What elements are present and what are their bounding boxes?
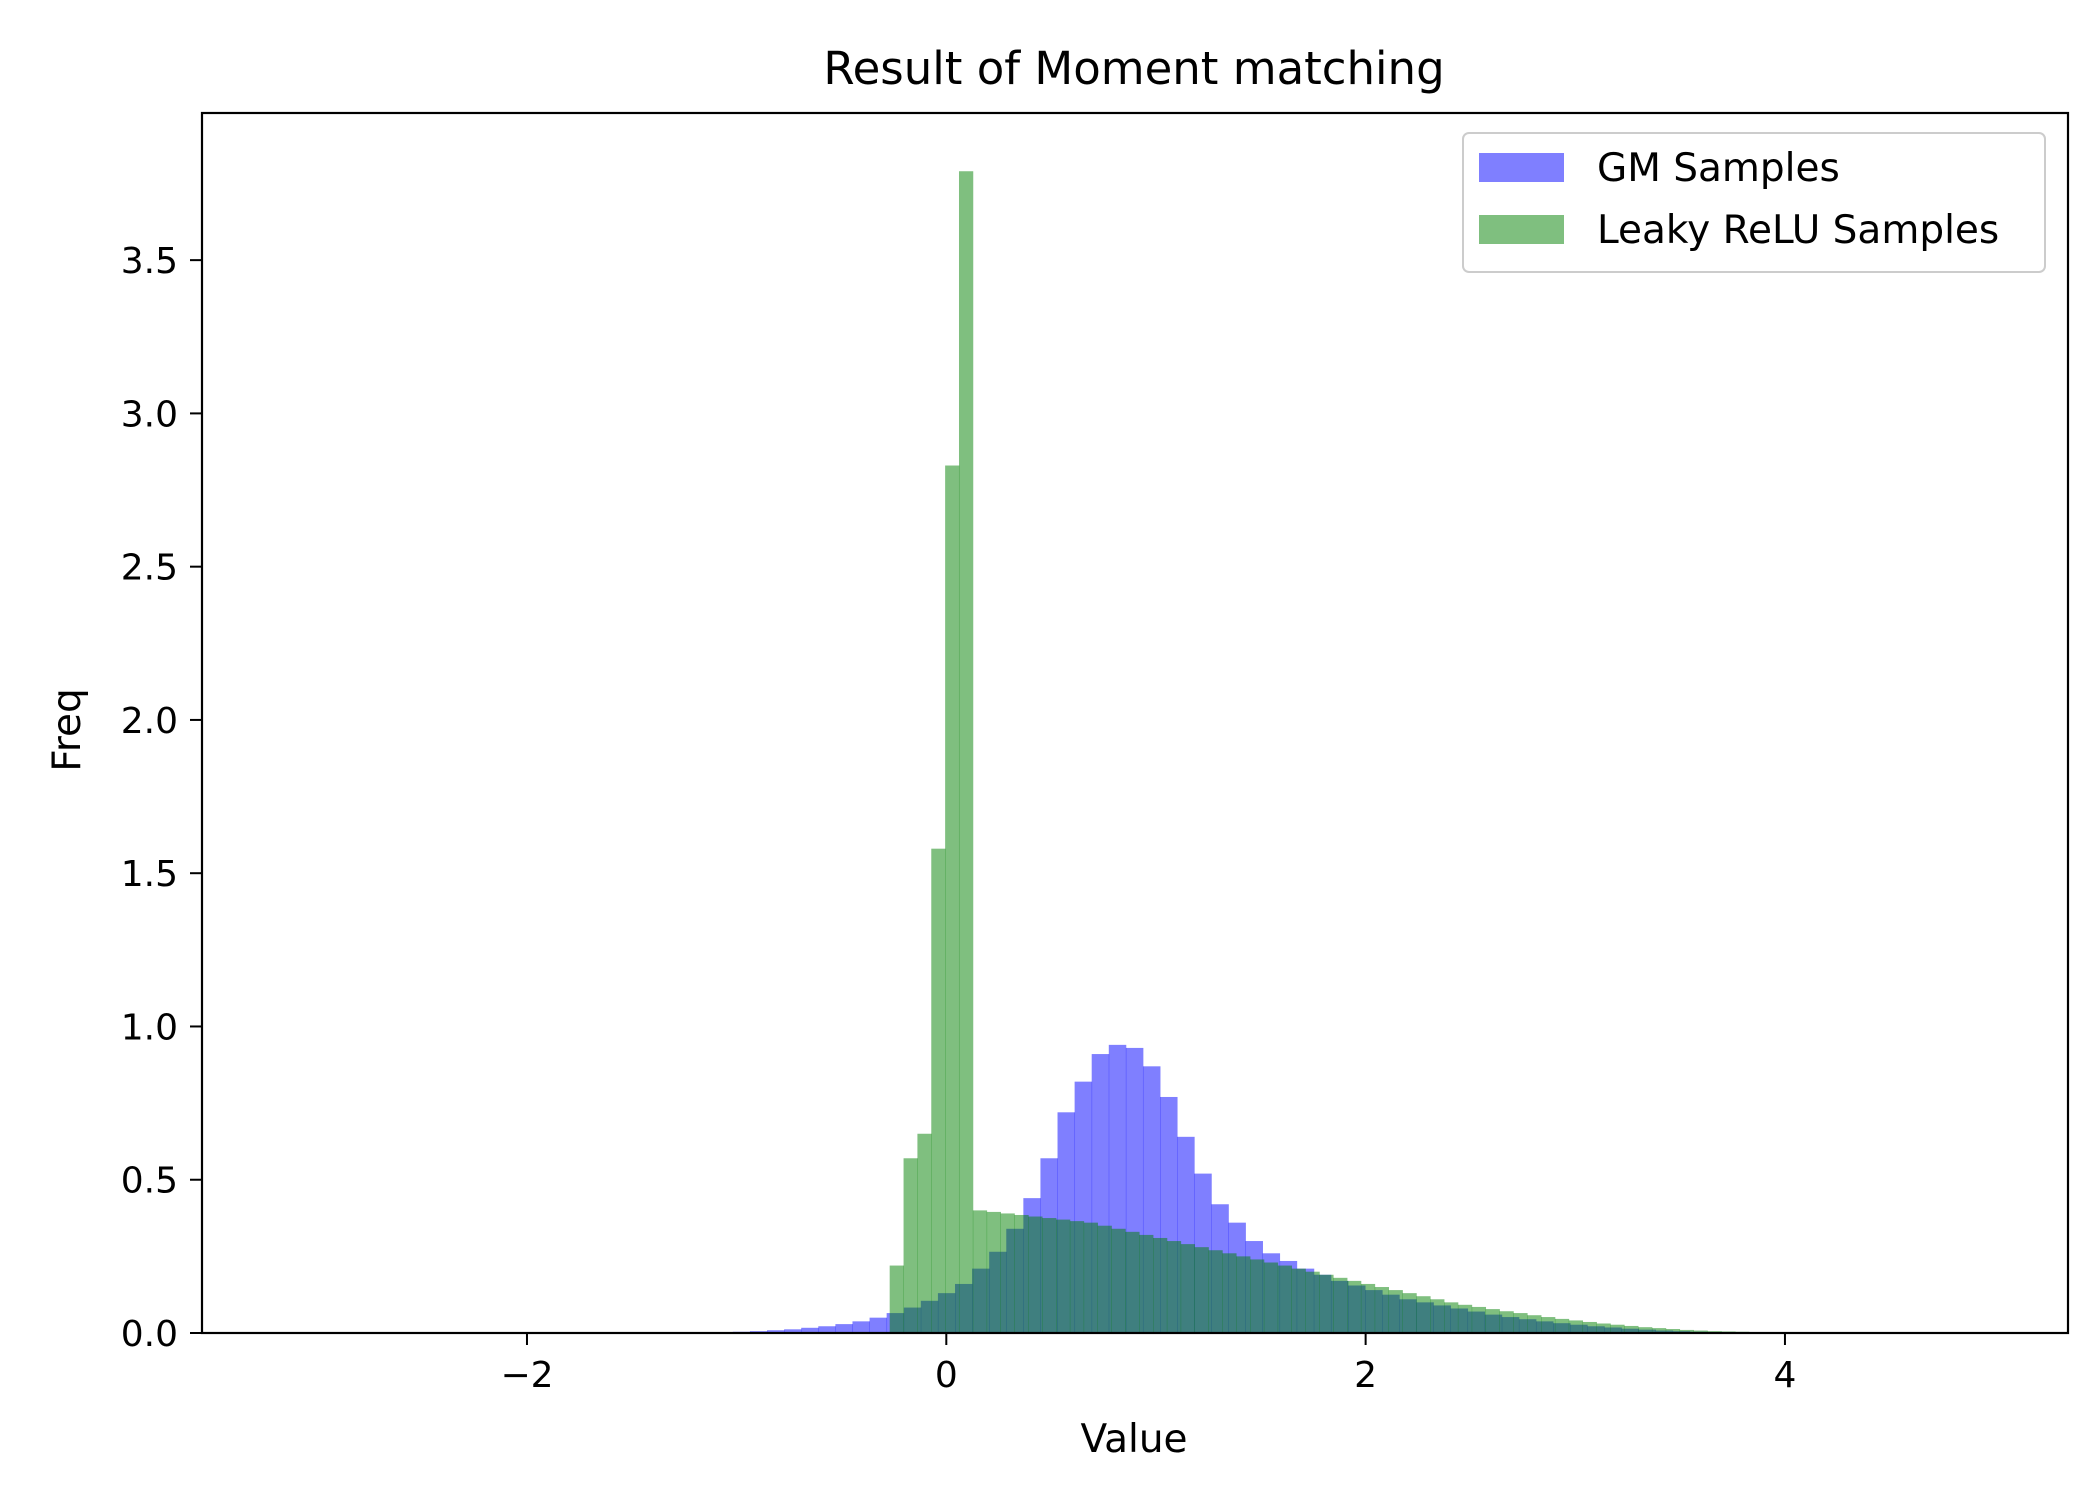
- histogram-bar: [1651, 1328, 1667, 1333]
- histogram-bar: [1222, 1253, 1237, 1333]
- histogram-bar: [958, 171, 974, 1334]
- histogram-bar: [1568, 1320, 1584, 1333]
- y-axis-ticks: 0.0 0.5 1.0 1.5 2.0 2.5 3.0 3.5: [121, 241, 202, 1355]
- y-tick-label: 2.5: [121, 548, 178, 589]
- histogram-bar: [1471, 1306, 1487, 1333]
- legend-box: [1462, 132, 2046, 273]
- histogram-bar: [801, 1327, 819, 1333]
- plot-area: [698, 171, 1791, 1334]
- histogram-bar: [986, 1211, 1001, 1333]
- histogram-bar: [1360, 1283, 1376, 1333]
- histogram-bar: [1638, 1327, 1653, 1333]
- histogram-bar: [1305, 1271, 1320, 1333]
- legend-label-leaky-relu-samples: Leaky ReLU Samples: [1597, 208, 1999, 253]
- histogram-bar: [1263, 1262, 1279, 1333]
- histogram-bar: [1554, 1318, 1570, 1333]
- histogram-bar: [852, 1321, 870, 1333]
- x-tick-label: 2: [1354, 1355, 1377, 1396]
- histogram-bar: [931, 848, 946, 1333]
- histogram-bar: [903, 1158, 918, 1333]
- histogram-bar: [1291, 1268, 1306, 1333]
- histogram-bar: [835, 1324, 853, 1333]
- histogram-bar: [917, 1133, 932, 1333]
- histogram-bar: [1277, 1265, 1292, 1333]
- y-axis-label: Freq: [45, 688, 90, 772]
- series-1: [889, 171, 1791, 1334]
- histogram-bar: [1596, 1323, 1611, 1333]
- histogram-bar: [945, 465, 960, 1333]
- histogram-bar: [1388, 1290, 1403, 1333]
- histogram-bar: [1624, 1325, 1639, 1333]
- histogram-bar: [1069, 1221, 1085, 1333]
- histogram-bar: [1402, 1293, 1417, 1333]
- histogram-bar: [1319, 1274, 1334, 1333]
- histogram-bar: [1444, 1302, 1459, 1333]
- histogram-bar: [889, 1265, 904, 1333]
- histogram-bar: [1139, 1234, 1154, 1333]
- histogram-bar: [1347, 1280, 1362, 1333]
- x-tick-label: −2: [500, 1355, 553, 1396]
- y-tick-label: 3.0: [121, 394, 178, 435]
- y-tick-label: 3.5: [121, 241, 178, 282]
- histogram-bar: [1527, 1315, 1542, 1333]
- histogram-bar: [1374, 1287, 1390, 1333]
- histogram-bar: [1665, 1329, 1681, 1333]
- histogram-bar: [1125, 1231, 1140, 1333]
- y-tick-label: 0.5: [121, 1161, 178, 1202]
- legend-label-gm-samples: GM Samples: [1597, 146, 1840, 191]
- histogram-bar: [1582, 1321, 1597, 1333]
- legend-swatch-gm-samples: [1479, 153, 1564, 182]
- legend-swatch-leaky-relu-samples: [1479, 215, 1564, 244]
- histogram-bar: [1166, 1241, 1182, 1333]
- histogram-bar: [1153, 1237, 1168, 1333]
- y-tick-label: 1.5: [121, 854, 178, 895]
- x-tick-label: 4: [1774, 1355, 1797, 1396]
- histogram-bar: [1194, 1247, 1209, 1333]
- histogram-bar: [1485, 1309, 1500, 1333]
- histogram-bar: [972, 1210, 988, 1333]
- histogram-bar: [818, 1326, 836, 1333]
- histogram-bar: [1457, 1304, 1473, 1333]
- histogram-bar: [1250, 1259, 1265, 1333]
- histogram-bar: [1679, 1329, 1694, 1333]
- histogram-bar: [1416, 1296, 1431, 1333]
- histogram-bar: [1513, 1313, 1528, 1333]
- y-tick-label: 2.0: [121, 701, 178, 742]
- histogram-bar: [1000, 1213, 1015, 1333]
- y-tick-label: 0.0: [121, 1314, 178, 1355]
- histogram-bar: [1333, 1277, 1348, 1333]
- histogram-bar: [784, 1329, 802, 1333]
- chart-title: Result of Moment matching: [823, 42, 1444, 95]
- axes-frame: [200, 111, 2070, 1335]
- histogram-bar: [1693, 1330, 1708, 1333]
- histogram-bar: [1236, 1256, 1251, 1333]
- x-axis-ticks: −2 0 2 4: [500, 1333, 1796, 1396]
- histogram-bar: [1208, 1250, 1223, 1333]
- histogram-bar: [1180, 1244, 1195, 1333]
- histogram-bar: [1499, 1311, 1514, 1333]
- x-tick-label: 0: [935, 1355, 958, 1396]
- histogram-bar: [1056, 1219, 1071, 1333]
- legend: GM Samples Leaky ReLU Samples: [1462, 132, 2046, 273]
- histogram-bar: [1042, 1218, 1057, 1333]
- histogram-bar: [1028, 1216, 1043, 1333]
- y-tick-label: 1.0: [121, 1007, 178, 1048]
- histogram-bar: [1097, 1225, 1112, 1333]
- histogram-bar: [869, 1317, 888, 1333]
- histogram-bar: [767, 1330, 785, 1333]
- histogram-bar: [1430, 1299, 1445, 1333]
- histogram-bar: [1083, 1222, 1098, 1333]
- histogram-bar: [1541, 1317, 1556, 1333]
- histogram-bar: [1610, 1324, 1625, 1333]
- histogram-bar: [1111, 1228, 1126, 1333]
- histogram-bar: [1014, 1214, 1029, 1333]
- x-axis-label: Value: [1080, 1417, 1187, 1462]
